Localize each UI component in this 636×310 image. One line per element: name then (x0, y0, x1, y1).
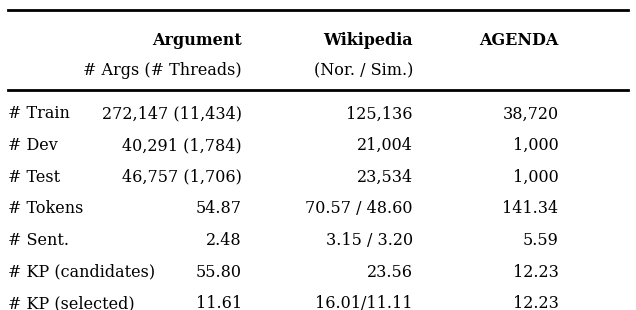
Text: Argument: Argument (152, 32, 242, 49)
Text: 23,534: 23,534 (357, 169, 413, 186)
Text: 40,291 (1,784): 40,291 (1,784) (122, 137, 242, 154)
Text: # Dev: # Dev (8, 137, 57, 154)
Text: # Train: # Train (8, 105, 69, 122)
Text: 272,147 (11,434): 272,147 (11,434) (102, 105, 242, 122)
Text: 21,004: 21,004 (357, 137, 413, 154)
Text: 23.56: 23.56 (367, 264, 413, 281)
Text: 38,720: 38,720 (502, 105, 558, 122)
Text: # Args (# Threads): # Args (# Threads) (83, 62, 242, 79)
Text: 3.15 / 3.20: 3.15 / 3.20 (326, 232, 413, 249)
Text: 70.57 / 48.60: 70.57 / 48.60 (305, 200, 413, 217)
Text: Wikipedia: Wikipedia (323, 32, 413, 49)
Text: 141.34: 141.34 (502, 200, 558, 217)
Text: # KP (selected): # KP (selected) (8, 295, 134, 310)
Text: 1,000: 1,000 (513, 137, 558, 154)
Text: # Sent.: # Sent. (8, 232, 69, 249)
Text: 11.61: 11.61 (196, 295, 242, 310)
Text: 12.23: 12.23 (513, 295, 558, 310)
Text: 16.01/11.11: 16.01/11.11 (315, 295, 413, 310)
Text: 54.87: 54.87 (196, 200, 242, 217)
Text: # Test: # Test (8, 169, 60, 186)
Text: 5.59: 5.59 (523, 232, 558, 249)
Text: 55.80: 55.80 (196, 264, 242, 281)
Text: 1,000: 1,000 (513, 169, 558, 186)
Text: (Nor. / Sim.): (Nor. / Sim.) (314, 62, 413, 79)
Text: AGENDA: AGENDA (480, 32, 558, 49)
Text: 2.48: 2.48 (207, 232, 242, 249)
Text: 125,136: 125,136 (347, 105, 413, 122)
Text: 12.23: 12.23 (513, 264, 558, 281)
Text: # Tokens: # Tokens (8, 200, 83, 217)
Text: 46,757 (1,706): 46,757 (1,706) (122, 169, 242, 186)
Text: # KP (candidates): # KP (candidates) (8, 264, 155, 281)
